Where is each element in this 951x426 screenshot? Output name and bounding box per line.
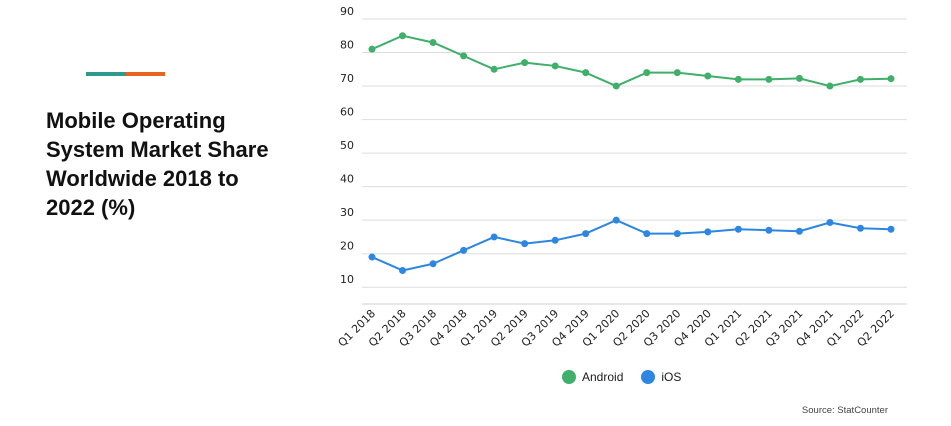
legend-swatch-android bbox=[562, 370, 576, 384]
data-point-ios-15 bbox=[826, 219, 834, 227]
accent-segment-orange bbox=[125, 72, 165, 76]
data-point-ios-7 bbox=[582, 230, 590, 238]
y-tick-label-90: 90 bbox=[340, 5, 354, 18]
y-tick-label-40: 40 bbox=[340, 173, 354, 186]
series-line-android bbox=[371, 34, 892, 88]
legend-label-ios: iOS bbox=[661, 370, 682, 384]
data-point-ios-11 bbox=[704, 228, 712, 236]
data-point-ios-0 bbox=[368, 253, 376, 261]
title-accent-bar bbox=[86, 72, 165, 76]
y-tick-label-70: 70 bbox=[340, 72, 354, 85]
legend-item-ios[interactable]: iOS bbox=[641, 370, 681, 384]
y-tick-label-10: 10 bbox=[340, 273, 354, 286]
y-tick-label-50: 50 bbox=[340, 139, 354, 152]
y-tick-label-80: 80 bbox=[340, 39, 354, 52]
legend-swatch-ios bbox=[641, 370, 656, 384]
data-point-android-9 bbox=[643, 69, 651, 77]
data-point-ios-10 bbox=[673, 230, 681, 238]
data-point-android-16 bbox=[856, 75, 864, 83]
data-point-ios-13 bbox=[765, 226, 773, 234]
y-tick-label-60: 60 bbox=[340, 106, 354, 119]
data-point-android-0 bbox=[368, 45, 376, 53]
data-point-ios-5 bbox=[521, 240, 529, 248]
data-point-android-11 bbox=[704, 72, 712, 80]
page-title: Mobile Operating System Market Share Wor… bbox=[46, 108, 269, 220]
data-point-android-7 bbox=[582, 69, 590, 77]
data-point-ios-17 bbox=[887, 225, 895, 233]
y-tick-label-30: 30 bbox=[340, 206, 354, 219]
legend-label-android: Android bbox=[582, 370, 624, 384]
y-tick-label-20: 20 bbox=[340, 240, 354, 253]
data-point-android-1 bbox=[399, 32, 407, 40]
data-point-android-15 bbox=[826, 82, 834, 90]
accent-segment-teal bbox=[86, 72, 126, 76]
data-point-ios-14 bbox=[795, 227, 803, 235]
legend-item-android[interactable]: Android bbox=[562, 370, 623, 384]
data-point-android-5 bbox=[521, 59, 529, 67]
chart-legend: Android iOS bbox=[562, 370, 691, 384]
data-point-android-6 bbox=[551, 62, 559, 70]
data-point-android-2 bbox=[429, 38, 437, 46]
data-point-ios-2 bbox=[429, 260, 437, 268]
series-line-ios bbox=[371, 219, 892, 272]
data-point-ios-6 bbox=[551, 236, 559, 244]
data-point-ios-8 bbox=[612, 216, 620, 224]
data-point-android-13 bbox=[765, 75, 773, 83]
data-point-android-4 bbox=[490, 65, 498, 73]
data-point-android-3 bbox=[460, 52, 468, 60]
data-point-ios-3 bbox=[460, 246, 468, 254]
data-point-ios-1 bbox=[399, 266, 407, 274]
data-point-ios-16 bbox=[856, 224, 864, 232]
data-point-ios-12 bbox=[734, 225, 742, 233]
data-point-android-14 bbox=[795, 74, 803, 82]
data-point-android-8 bbox=[612, 82, 620, 90]
data-point-android-10 bbox=[673, 69, 681, 77]
data-point-android-17 bbox=[887, 75, 895, 83]
data-point-ios-4 bbox=[490, 233, 498, 241]
data-point-ios-9 bbox=[643, 230, 651, 238]
source-note: Source: StatCounter bbox=[801, 405, 888, 416]
data-point-android-12 bbox=[734, 75, 742, 83]
